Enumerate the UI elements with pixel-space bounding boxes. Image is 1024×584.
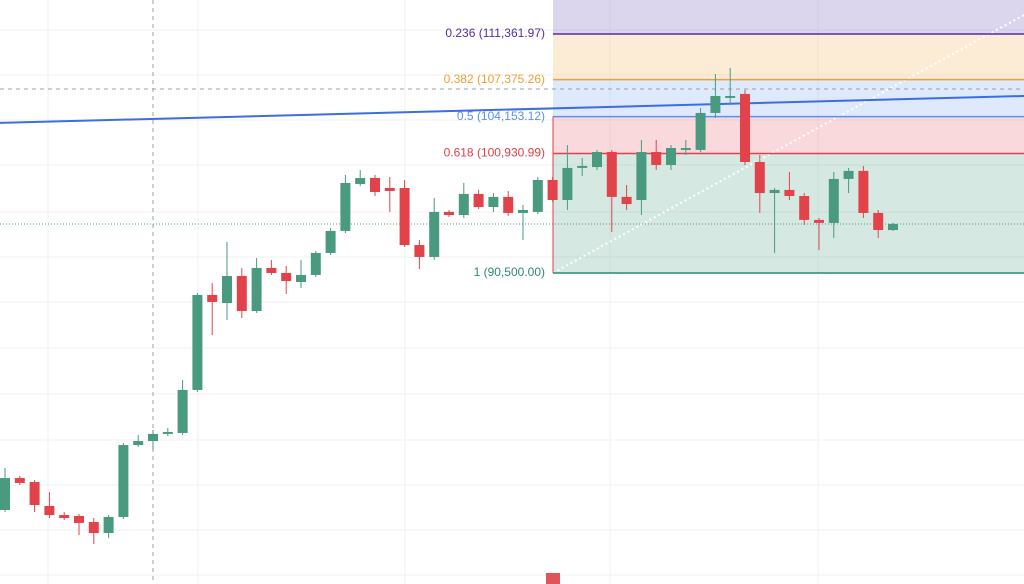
fib-level-label: 0.382 (107,375.26) (444, 72, 545, 86)
candle-body (118, 445, 129, 517)
candle-body (192, 294, 203, 390)
candle-body (399, 187, 410, 246)
candle-body (518, 209, 528, 213)
candle-body (14, 478, 25, 483)
candle-body (784, 189, 795, 197)
candle-body (592, 152, 602, 168)
candle-body (222, 275, 232, 303)
candle-body (532, 179, 543, 212)
fib-level-label: 1 (90,500.00) (474, 265, 545, 279)
candle-body (858, 170, 869, 213)
candle-body (88, 522, 99, 534)
candle-body (444, 211, 454, 216)
candle-body (577, 165, 588, 168)
candle-body (843, 170, 854, 179)
candle-body (621, 196, 632, 205)
candle-body (429, 211, 440, 257)
candle-body (873, 212, 884, 231)
candle-body (828, 178, 839, 223)
candle-body (636, 152, 647, 201)
candle-body (606, 152, 617, 197)
candle-body (754, 161, 765, 194)
candle-body (488, 196, 499, 208)
candle-body (103, 516, 114, 534)
marker (546, 573, 560, 584)
fib-zone (553, 34, 1024, 80)
candle-body (370, 178, 380, 192)
candle-body (769, 189, 780, 194)
candle-body (680, 148, 691, 150)
trend-line (0, 94, 1024, 124)
candle-body (384, 187, 395, 191)
candle-body (740, 93, 750, 162)
candle-body (651, 152, 662, 165)
candle-body (0, 478, 10, 510)
candle-body (310, 252, 321, 275)
candle-body (340, 182, 351, 231)
fib-zone (553, 153, 1024, 273)
candle-body (725, 95, 736, 98)
fib-level-label: 0.618 (100,930.99) (444, 146, 545, 160)
candle-body (666, 148, 676, 165)
fib-zone (553, 0, 1024, 35)
candle-body (148, 433, 158, 442)
candle-body (473, 193, 484, 208)
candle-body (29, 482, 40, 505)
candle-body (266, 267, 277, 273)
candle-body (458, 193, 469, 216)
candle-body (44, 505, 55, 516)
candle-body (207, 294, 218, 302)
candle-body (296, 274, 306, 283)
candle-body (414, 245, 425, 257)
candle-body (503, 196, 514, 213)
candle-body (281, 272, 292, 282)
candle-body (251, 267, 262, 312)
candle-body (59, 515, 70, 519)
fib-zone (553, 116, 1024, 154)
candle-body (799, 196, 810, 220)
candle-body (888, 223, 898, 231)
candle-body (547, 179, 558, 201)
candle-body (133, 441, 144, 446)
candle-body (355, 178, 366, 184)
candle-body (74, 515, 84, 523)
candle-body (710, 95, 721, 113)
fib-level-label: 0.5 (104,153.12) (457, 109, 545, 123)
candle-body (562, 167, 573, 201)
candle-body (325, 230, 336, 253)
candle-body (236, 275, 247, 312)
candle-body (814, 219, 824, 223)
candle-body (695, 112, 706, 150)
candle-body (177, 389, 188, 434)
fib-level-label: 0.236 (111,361.97) (445, 26, 545, 40)
candle-body (162, 431, 173, 434)
